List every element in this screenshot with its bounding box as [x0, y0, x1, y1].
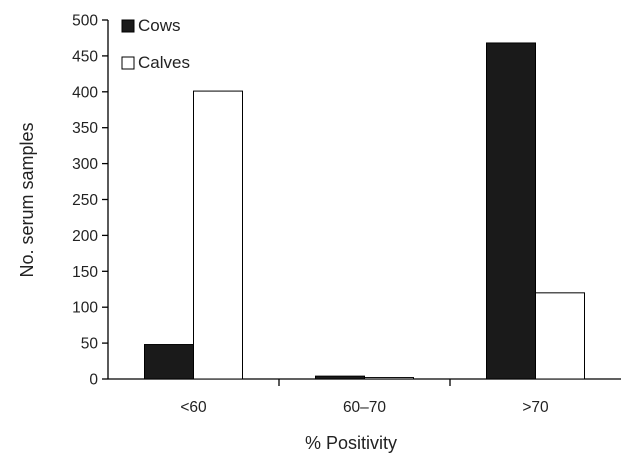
y-tick-label: 400	[72, 84, 98, 101]
y-tick-label: 150	[72, 264, 98, 281]
y-axis-title: No. serum samples	[17, 122, 37, 277]
x-tick-label: 60–70	[343, 399, 386, 416]
y-tick-label: 450	[72, 48, 98, 65]
bar-calves-2	[364, 377, 414, 380]
y-axis: 0 50 100 150 200 250 300 350 400 450 500	[72, 13, 109, 389]
bar-cows-3	[486, 42, 536, 380]
y-tick-label: 350	[72, 120, 98, 137]
y-tick-label: 300	[72, 156, 98, 173]
y-tick-label: 200	[72, 228, 98, 245]
bars	[144, 42, 585, 380]
y-tick-label: 0	[89, 372, 98, 389]
legend: Cows Calves	[121, 16, 190, 72]
bar-cows-2	[315, 375, 365, 380]
x-axis: <60 60–70 >70	[108, 378, 621, 416]
y-tick-label: 500	[72, 13, 98, 30]
y-tick-label: 100	[72, 300, 98, 317]
y-tick-label: 250	[72, 192, 98, 209]
x-axis-title: % Positivity	[305, 433, 397, 453]
bar-calves-3	[535, 292, 585, 380]
x-tick-label: >70	[522, 399, 549, 416]
legend-swatch-calves	[121, 56, 135, 70]
legend-label-calves: Calves	[138, 53, 190, 72]
x-tick-label: <60	[180, 399, 207, 416]
bar-calves-1	[193, 90, 243, 380]
y-tick-label: 50	[81, 336, 99, 353]
legend-swatch-cows	[121, 19, 135, 33]
bar-cows-1	[144, 344, 194, 380]
legend-label-cows: Cows	[138, 16, 181, 35]
